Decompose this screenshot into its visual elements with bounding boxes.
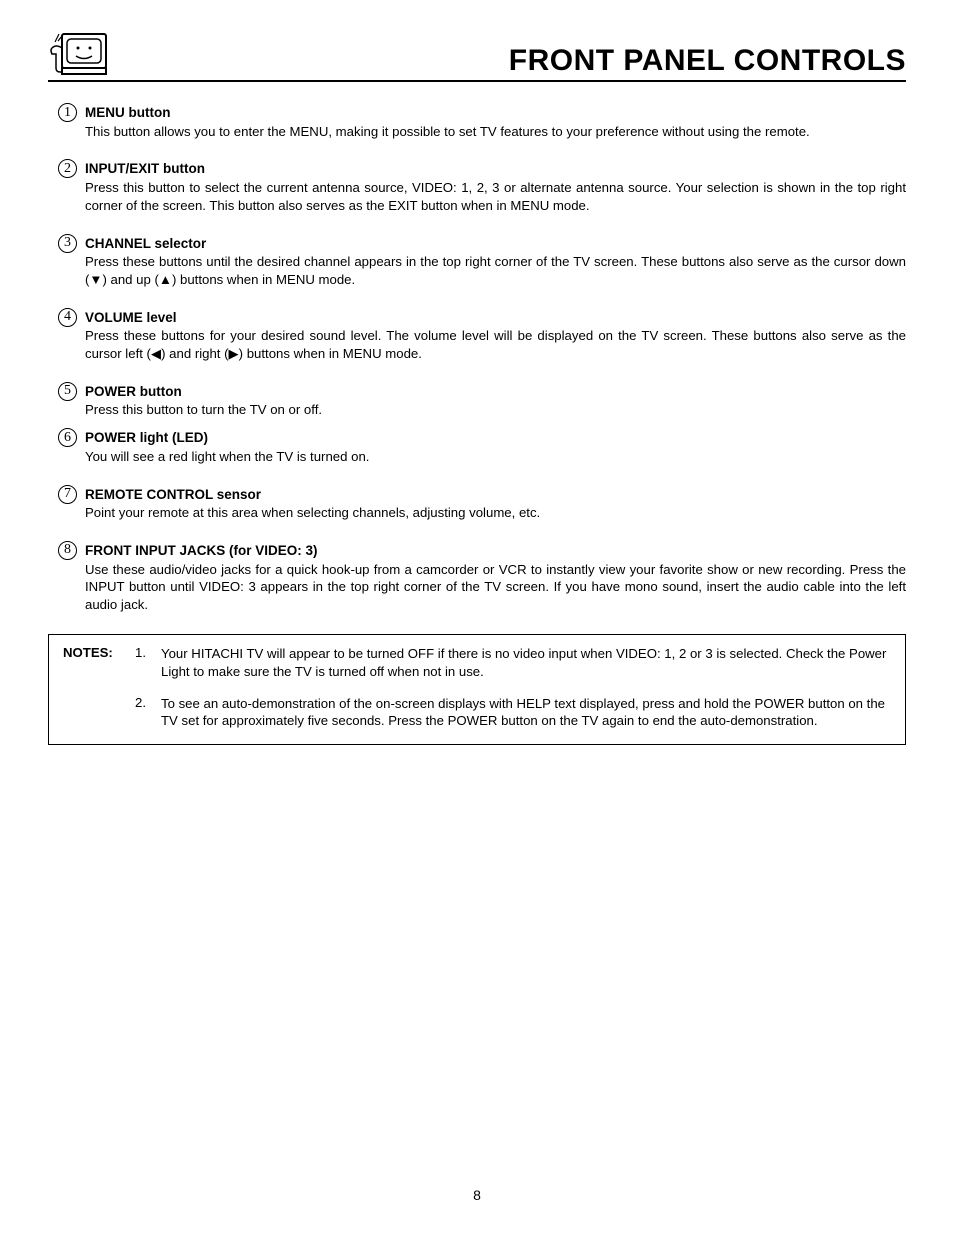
item-title: POWER light (LED) — [85, 429, 906, 447]
item-desc: You will see a red light when the TV is … — [85, 448, 906, 466]
item-number: 4 — [58, 308, 77, 327]
item-desc: This button allows you to enter the MENU… — [85, 123, 906, 141]
item-number: 7 — [58, 485, 77, 504]
item-8: 8 FRONT INPUT JACKS (for VIDEO: 3) Use t… — [58, 542, 906, 614]
page-header: FRONT PANEL CONTROLS — [48, 28, 906, 82]
item-title: INPUT/EXIT button — [85, 160, 906, 178]
item-desc: Press these buttons until the desired ch… — [85, 253, 906, 289]
item-desc: Press this button to turn the TV on or o… — [85, 401, 906, 419]
item-desc: Point your remote at this area when sele… — [85, 504, 906, 522]
item-4: 4 VOLUME level Press these buttons for y… — [58, 309, 906, 363]
page-title: FRONT PANEL CONTROLS — [509, 44, 906, 78]
item-5: 5 POWER button Press this button to turn… — [58, 383, 906, 419]
item-number: 3 — [58, 234, 77, 253]
item-7: 7 REMOTE CONTROL sensor Point your remot… — [58, 486, 906, 522]
item-desc: Press this button to select the current … — [85, 179, 906, 215]
note-text: Your HITACHI TV will appear to be turned… — [161, 645, 891, 681]
item-number: 8 — [58, 541, 77, 560]
item-desc: Press these buttons for your desired sou… — [85, 327, 906, 363]
item-1: 1 MENU button This button allows you to … — [58, 104, 906, 140]
note-item: 2. To see an auto-demonstration of the o… — [135, 695, 891, 731]
note-number: 2. — [135, 695, 161, 731]
note-item: 1. Your HITACHI TV will appear to be tur… — [135, 645, 891, 681]
item-number: 1 — [58, 103, 77, 122]
item-title: VOLUME level — [85, 309, 906, 327]
item-title: REMOTE CONTROL sensor — [85, 486, 906, 504]
notes-label: NOTES: — [63, 645, 135, 730]
item-2: 2 INPUT/EXIT button Press this button to… — [58, 160, 906, 214]
notes-box: NOTES: 1. Your HITACHI TV will appear to… — [48, 634, 906, 745]
item-number: 6 — [58, 428, 77, 447]
tv-icon — [48, 28, 108, 78]
notes-list: 1. Your HITACHI TV will appear to be tur… — [135, 645, 891, 730]
note-text: To see an auto-demonstration of the on-s… — [161, 695, 891, 731]
note-number: 1. — [135, 645, 161, 681]
items-list: 1 MENU button This button allows you to … — [48, 104, 906, 614]
item-3: 3 CHANNEL selector Press these buttons u… — [58, 235, 906, 289]
item-6: 6 POWER light (LED) You will see a red l… — [58, 429, 906, 465]
item-desc: Use these audio/video jacks for a quick … — [85, 561, 906, 614]
item-title: POWER button — [85, 383, 906, 401]
item-number: 2 — [58, 159, 77, 178]
item-number: 5 — [58, 382, 77, 401]
item-title: CHANNEL selector — [85, 235, 906, 253]
item-title: MENU button — [85, 104, 906, 122]
item-title: FRONT INPUT JACKS (for VIDEO: 3) — [85, 542, 906, 560]
page-number: 8 — [0, 1187, 954, 1203]
